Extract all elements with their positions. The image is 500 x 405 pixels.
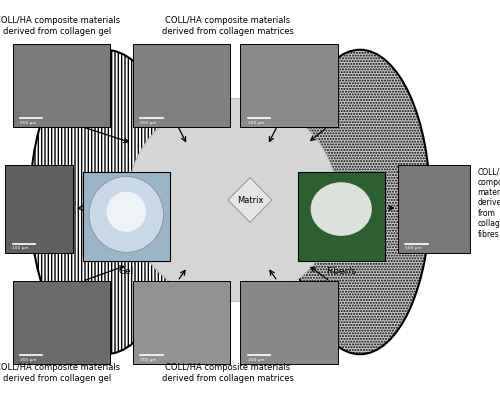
- Text: Gel: Gel: [118, 266, 134, 275]
- Bar: [82, 172, 170, 261]
- Bar: [132, 45, 230, 128]
- Text: 200 μm: 200 μm: [20, 120, 36, 124]
- Ellipse shape: [128, 99, 338, 302]
- Text: Fiber/s: Fiber/s: [326, 266, 356, 275]
- Bar: [398, 166, 470, 253]
- Bar: [12, 45, 110, 128]
- Text: Matrix: Matrix: [237, 196, 263, 205]
- Text: COLL/HA composite materials
derived from collagen gel: COLL/HA composite materials derived from…: [0, 362, 120, 382]
- Text: 200 μm: 200 μm: [248, 357, 264, 361]
- Text: 200 μm: 200 μm: [140, 120, 156, 124]
- Bar: [132, 281, 230, 364]
- Bar: [240, 45, 338, 128]
- Bar: [12, 281, 110, 364]
- Bar: [5, 166, 72, 253]
- Text: COLL/HA composite materials
derived from collagen matrices: COLL/HA composite materials derived from…: [162, 362, 294, 382]
- Text: 200 μm: 200 μm: [20, 357, 36, 361]
- Polygon shape: [228, 178, 272, 223]
- Text: 200 μm: 200 μm: [140, 357, 156, 361]
- Text: COLL/HA composite materials
derived from collagen gel: COLL/HA composite materials derived from…: [0, 16, 120, 36]
- Ellipse shape: [290, 51, 430, 354]
- Ellipse shape: [106, 192, 146, 232]
- Ellipse shape: [89, 177, 164, 253]
- Text: COLL/HA
composite
materials
derived
from
collagen
fibres: COLL/HA composite materials derived from…: [478, 167, 500, 238]
- Ellipse shape: [310, 183, 372, 236]
- Bar: [298, 172, 385, 261]
- Bar: [240, 281, 338, 364]
- Ellipse shape: [30, 51, 180, 354]
- Text: 500 μm: 500 μm: [405, 246, 421, 250]
- Text: COLL/HA composite materials
derived from collagen matrices: COLL/HA composite materials derived from…: [162, 16, 294, 36]
- Text: 200 μm: 200 μm: [248, 120, 264, 124]
- Text: 100 μm: 100 μm: [12, 246, 29, 250]
